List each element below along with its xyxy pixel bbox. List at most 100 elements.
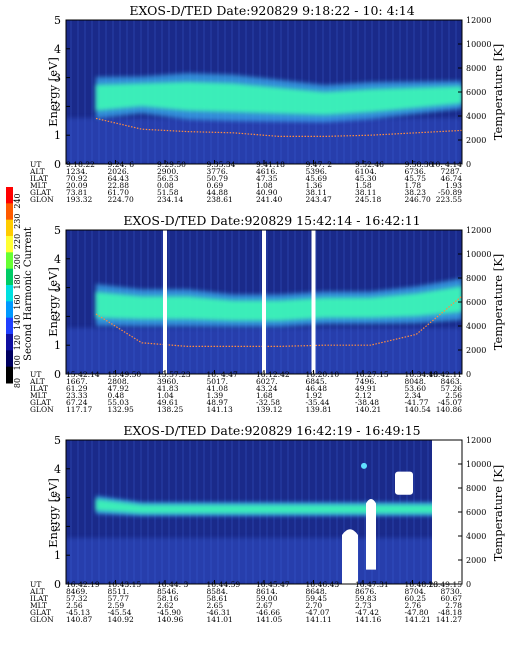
y2-tick-label: 10000 <box>466 460 491 469</box>
table-cell: -35.44 <box>306 398 330 407</box>
table-cell: 58.16 <box>157 594 179 603</box>
table-cell: 15:42:14 <box>66 370 100 379</box>
table-cell: 6104. <box>355 167 376 176</box>
table-cell: 38.11 <box>355 188 376 197</box>
y2-tick-label: 4000 <box>466 532 486 541</box>
table-cell: 58.61 <box>207 594 228 603</box>
table-cell: 8463. <box>441 377 462 386</box>
table-cell: 141.16 <box>355 615 381 624</box>
table-cell: 9:18:22 <box>66 160 95 169</box>
table-cell: 7287. <box>441 167 462 176</box>
table-cell: 38.23 <box>405 188 427 197</box>
data-gap <box>311 230 316 374</box>
table-cell: 8546. <box>157 587 178 596</box>
panel-1-title: EXOS-D/TED Date:920829 9:18:22 - 10: 4:1… <box>129 3 414 18</box>
table-cell: 4616. <box>256 167 277 176</box>
table-cell: 141.13 <box>207 405 233 414</box>
colorbar-swatch <box>6 236 13 253</box>
table-cell: -47.07 <box>306 608 330 617</box>
table-cell: 245.18 <box>355 195 381 204</box>
row-label: ILAT <box>30 594 48 603</box>
row-label: MLT <box>30 181 47 190</box>
table-cell: 1.39 <box>207 391 224 400</box>
y-tick-label: 5 <box>54 224 61 237</box>
table-cell: 234.14 <box>157 195 183 204</box>
table-cell: 41.83 <box>157 384 179 393</box>
table-cell: 1.04 <box>157 391 174 400</box>
table-cell: 16:42:19 <box>66 580 100 589</box>
table-cell: 38.11 <box>306 188 327 197</box>
y2-tick-label: 4000 <box>466 112 486 121</box>
y-tick-label: 2 <box>54 100 61 113</box>
y2-tick-label: 8000 <box>466 64 486 73</box>
table-cell: 1.36 <box>306 181 323 190</box>
row-label: GLON <box>30 405 54 414</box>
table-cell: 8469. <box>66 587 87 596</box>
table-cell: 45.69 <box>306 174 328 183</box>
table-cell: 2026. <box>108 167 129 176</box>
table-cell: 140.87 <box>66 615 92 624</box>
table-cell: 16:12:42 <box>256 370 290 379</box>
band-core <box>96 81 462 116</box>
table-cell: 57.77 <box>108 594 130 603</box>
table-cell: 2.67 <box>256 601 273 610</box>
table-cell: 1.58 <box>355 181 372 190</box>
table-cell: 8704. <box>405 587 426 596</box>
table-cell: 16:44: 3 <box>157 580 189 589</box>
table-cell: 5396. <box>306 167 327 176</box>
table-cell: 56.53 <box>157 174 179 183</box>
y-tick-label: 4 <box>54 43 61 56</box>
table-cell: 9:35:34 <box>207 160 236 169</box>
table-cell: 243.47 <box>306 195 332 204</box>
colorbar-swatch <box>6 268 13 286</box>
y2-tick-label: 2000 <box>466 556 486 565</box>
striation <box>91 440 93 584</box>
table-cell: 20.09 <box>66 181 88 190</box>
row-label: UT <box>30 160 41 169</box>
table-cell: 8511. <box>108 587 129 596</box>
row-label: GLON <box>30 615 54 624</box>
table-cell: -45.90 <box>157 608 181 617</box>
table-cell: 70.92 <box>66 174 88 183</box>
colorbar: 240 230 220 200 180 160 140 120 100 80 Second Har… <box>6 187 34 388</box>
table-cell: 2.70 <box>306 601 323 610</box>
table-cell: 132.95 <box>108 405 134 414</box>
table-cell: -45.07 <box>438 398 462 407</box>
table-cell: 2.76 <box>405 601 422 610</box>
y-tick-label: 3 <box>54 282 61 295</box>
table-cell: 140.54 <box>405 405 431 414</box>
panel-2-title: EXOS-D/TED Date:920829 15:42:14 - 16:42:… <box>123 213 420 228</box>
y2-tick-label: 2000 <box>466 136 486 145</box>
y2-tick-label: 0 <box>466 580 471 589</box>
table-cell: 46.48 <box>306 384 328 393</box>
table-cell: -41.77 <box>405 398 429 407</box>
striation <box>77 230 79 374</box>
striation <box>84 230 86 374</box>
table-cell: 53.60 <box>405 384 427 393</box>
table-cell: 16:42:11 <box>428 370 462 379</box>
table-cell: 2900. <box>157 167 178 176</box>
y2-tick-label: 8000 <box>466 274 486 283</box>
y-tick-label: 5 <box>54 434 61 447</box>
table-cell: 41.08 <box>207 384 229 393</box>
table-cell: 9:58:30 <box>405 160 434 169</box>
table-cell: 16:44:59 <box>207 580 241 589</box>
table-cell: 2.56 <box>66 601 83 610</box>
table-cell: 64.43 <box>108 174 130 183</box>
table-cell: 8648. <box>306 587 327 596</box>
table-cell: 44.88 <box>207 188 229 197</box>
table-cell: 140.96 <box>157 615 183 624</box>
panel-3-title: EXOS-D/TED Date:920829 16:42:19 - 16:49:… <box>123 423 420 438</box>
panel-2-y2label: Temperature [K] <box>491 254 505 351</box>
table-cell: -48.18 <box>438 608 462 617</box>
table-cell: -47.42 <box>355 608 379 617</box>
table-cell: 0.48 <box>108 391 125 400</box>
table-cell: 16:48:23 <box>405 580 439 589</box>
colorbar-tick-label: 160 <box>13 294 22 309</box>
table-cell: 6845. <box>306 377 327 386</box>
table-cell: 193.32 <box>66 195 92 204</box>
table-cell: 8730. <box>441 587 462 596</box>
table-cell: 60.25 <box>405 594 427 603</box>
table-cell: 7496. <box>355 377 376 386</box>
table-cell: -47.80 <box>405 608 429 617</box>
